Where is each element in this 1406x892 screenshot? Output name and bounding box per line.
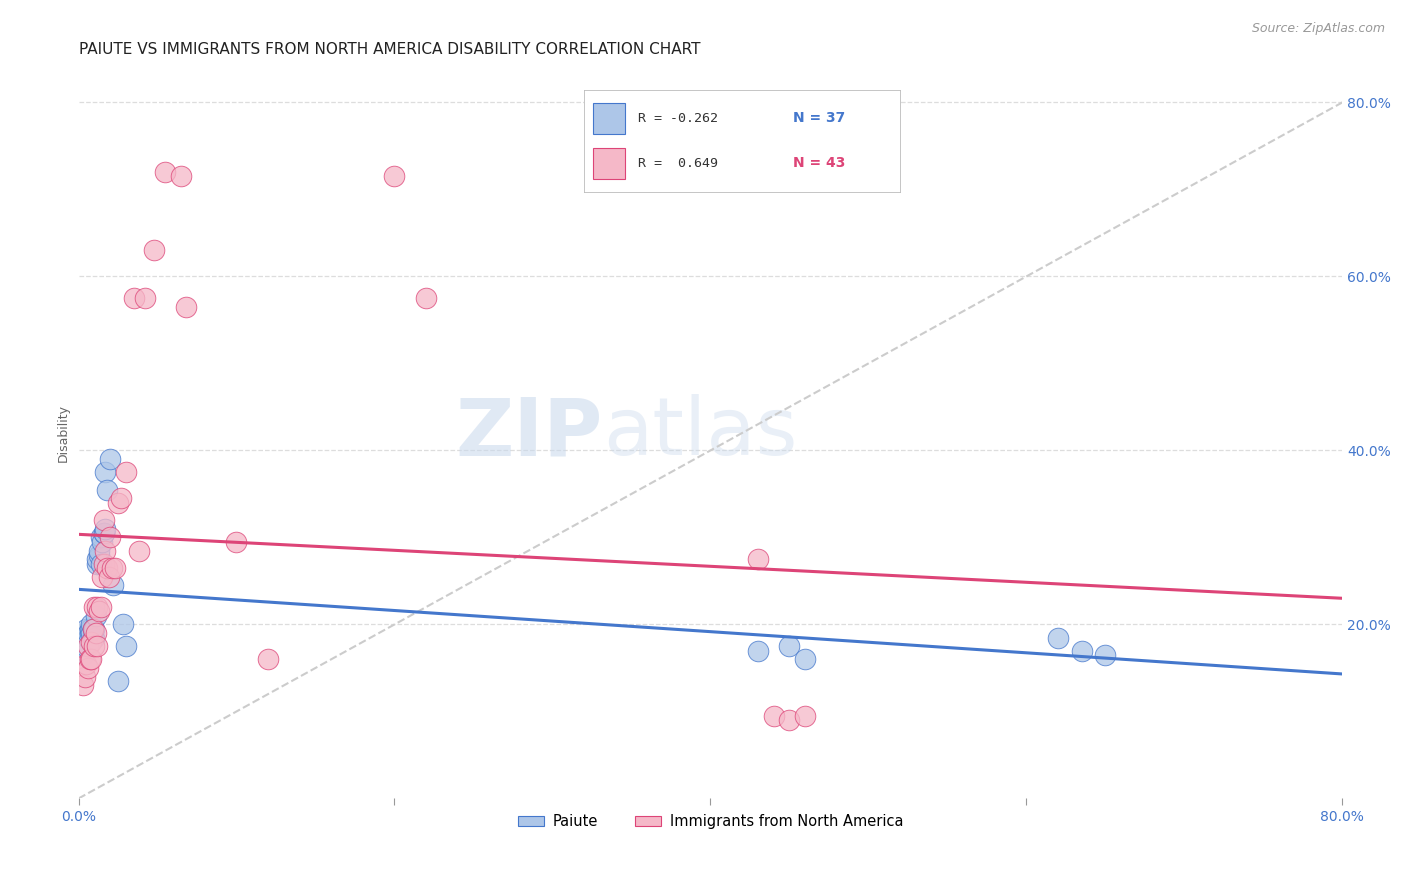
Point — [747, 552, 769, 566]
Point — [98, 452, 121, 467]
Point — [86, 557, 108, 571]
Point — [90, 600, 112, 615]
Point — [96, 483, 118, 497]
Point — [94, 522, 117, 536]
Point — [97, 569, 120, 583]
Point — [94, 465, 117, 479]
Point — [174, 300, 197, 314]
Point — [86, 552, 108, 566]
Point — [83, 600, 105, 615]
Point — [86, 600, 108, 615]
Point — [90, 531, 112, 545]
Point — [1046, 631, 1069, 645]
Point — [1094, 648, 1116, 662]
Point — [79, 626, 101, 640]
Point — [107, 673, 129, 688]
Point — [104, 561, 127, 575]
Point — [794, 652, 817, 666]
Point — [82, 631, 104, 645]
Point — [80, 626, 103, 640]
Y-axis label: Disability: Disability — [58, 404, 70, 462]
Point — [111, 617, 134, 632]
Point — [77, 626, 100, 640]
Point — [87, 604, 110, 618]
Point — [747, 643, 769, 657]
Point — [80, 617, 103, 632]
Point — [91, 534, 114, 549]
Text: PAIUTE VS IMMIGRANTS FROM NORTH AMERICA DISABILITY CORRELATION CHART: PAIUTE VS IMMIGRANTS FROM NORTH AMERICA … — [79, 42, 700, 57]
Point — [73, 670, 96, 684]
Point — [107, 496, 129, 510]
Point — [87, 548, 110, 562]
Point — [257, 652, 280, 666]
Text: atlas: atlas — [603, 394, 797, 472]
Legend: Paiute, Immigrants from North America: Paiute, Immigrants from North America — [512, 808, 908, 835]
Point — [75, 657, 97, 671]
Point — [79, 622, 101, 636]
Point — [84, 626, 107, 640]
Point — [83, 639, 105, 653]
Point — [143, 244, 166, 258]
Point — [100, 561, 122, 575]
Point — [778, 639, 800, 653]
Point — [79, 652, 101, 666]
Point — [93, 526, 115, 541]
Point — [86, 639, 108, 653]
Point — [91, 569, 114, 583]
Text: Source: ZipAtlas.com: Source: ZipAtlas.com — [1251, 22, 1385, 36]
Point — [128, 543, 150, 558]
Point — [1070, 643, 1092, 657]
Point — [83, 631, 105, 645]
Point — [82, 622, 104, 636]
Point — [75, 622, 97, 636]
Point — [115, 465, 138, 479]
Point — [103, 578, 125, 592]
Point — [170, 169, 193, 184]
Point — [72, 648, 94, 662]
Point — [415, 291, 437, 305]
Point — [155, 165, 177, 179]
Point — [122, 291, 145, 305]
Point — [115, 639, 138, 653]
Point — [94, 543, 117, 558]
Point — [87, 543, 110, 558]
Point — [82, 622, 104, 636]
Point — [80, 635, 103, 649]
Point — [77, 631, 100, 645]
Point — [98, 531, 121, 545]
Text: ZIP: ZIP — [456, 394, 603, 472]
Point — [73, 639, 96, 653]
Point — [93, 526, 115, 541]
Point — [794, 708, 817, 723]
Point — [90, 557, 112, 571]
Point — [762, 708, 785, 723]
Point — [84, 608, 107, 623]
Point — [110, 491, 132, 506]
Point — [77, 639, 100, 653]
Point — [77, 661, 100, 675]
Point — [80, 652, 103, 666]
Point — [778, 713, 800, 727]
Point — [96, 561, 118, 575]
Point — [93, 557, 115, 571]
Point — [384, 169, 406, 184]
Point — [225, 534, 247, 549]
Point — [72, 678, 94, 692]
Point — [83, 622, 105, 636]
Point — [134, 291, 156, 305]
Point — [93, 513, 115, 527]
